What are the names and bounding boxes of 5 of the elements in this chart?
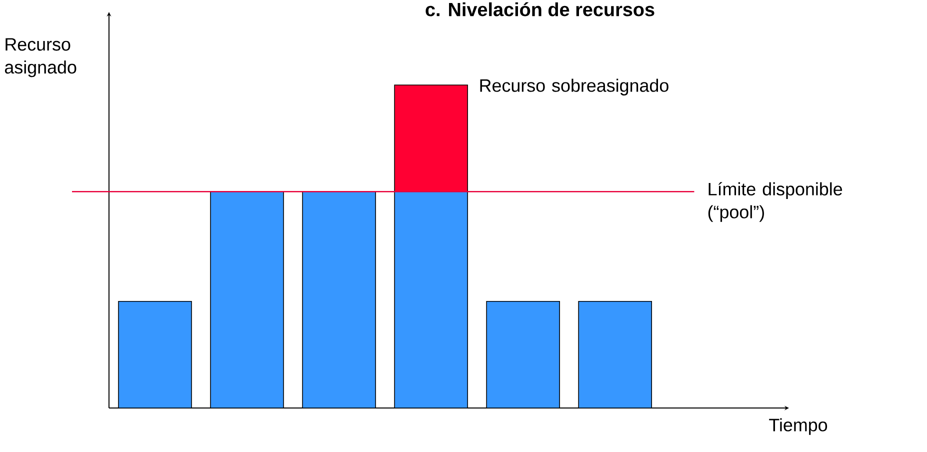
chart-title: c. Nivelación de recursos (426, 2, 654, 16)
ref-line-label: Límite disponible (“pool”) (708, 182, 842, 222)
y-axis-title: Recurso asignado (4, 38, 76, 78)
x-axis-title: Tiempo (769, 418, 828, 435)
annotation: Recurso sobreasignado (480, 78, 668, 96)
